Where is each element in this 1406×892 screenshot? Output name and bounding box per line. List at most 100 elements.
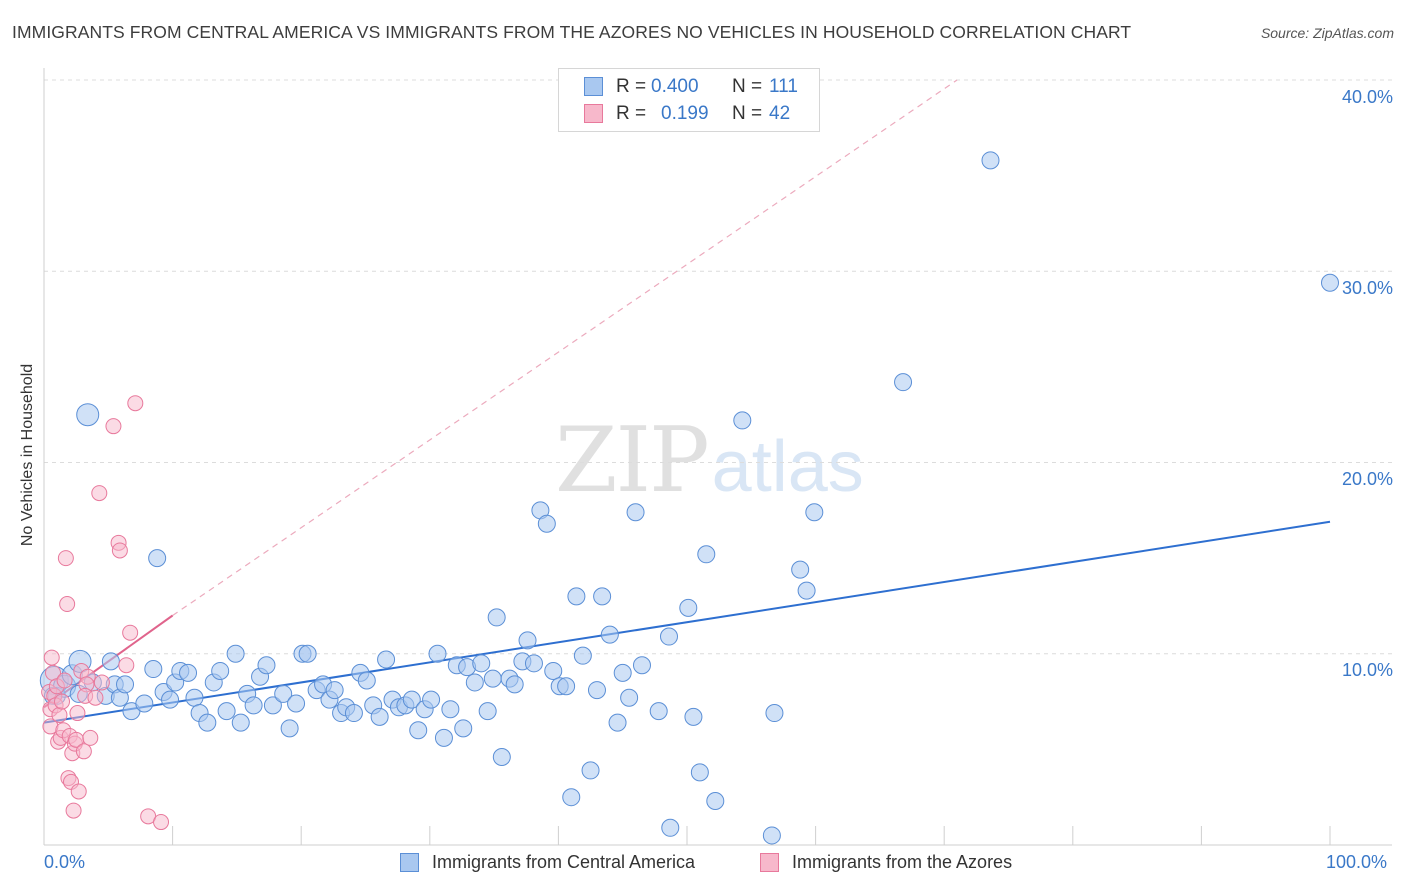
- grid-lines: [44, 79, 1392, 655]
- data-point-central-america: [613, 663, 632, 682]
- stats-legend: R = 0.400 N = 111 R = 0.199 N = 42: [558, 68, 820, 132]
- bottom-legend-swatch-blue: [400, 853, 419, 872]
- data-point-central-america: [274, 684, 293, 703]
- data-point-azores: [70, 783, 87, 800]
- legend-swatch-blue: [584, 77, 603, 96]
- y-tick-label-20: 20.0%: [1341, 469, 1393, 489]
- data-point-central-america: [144, 660, 163, 679]
- data-point-central-america: [161, 690, 180, 709]
- data-point-central-america: [544, 661, 563, 680]
- data-point-central-america: [472, 654, 491, 673]
- data-point-azores: [127, 395, 144, 412]
- data-point-central-america: [791, 560, 810, 579]
- data-point-central-america: [537, 514, 556, 533]
- data-point-central-america: [518, 631, 537, 650]
- data-point-central-america: [116, 675, 135, 694]
- data-point-central-america: [894, 373, 913, 392]
- data-point-central-america: [280, 719, 299, 738]
- data-point-central-america: [587, 681, 606, 700]
- bottom-legend-swatch-pink: [760, 853, 779, 872]
- data-point-central-america: [409, 721, 428, 740]
- data-point-central-america: [257, 656, 276, 675]
- data-point-central-america: [562, 788, 581, 807]
- data-point-central-america: [697, 545, 716, 564]
- axes: [43, 68, 1392, 846]
- data-point-central-america: [287, 694, 306, 713]
- data-point-azores: [56, 672, 73, 689]
- data-point-central-america: [325, 681, 344, 700]
- data-point-central-america: [211, 661, 230, 680]
- data-point-central-america: [557, 677, 576, 696]
- y-tick-label-30: 30.0%: [1341, 278, 1393, 298]
- legend-r-label: R =: [616, 103, 647, 124]
- x-tick-label-0: 0.0%: [44, 852, 86, 872]
- data-point-central-america: [402, 690, 421, 709]
- data-point-central-america: [626, 503, 645, 522]
- data-point-central-america: [231, 713, 250, 732]
- data-point-azores: [118, 657, 135, 674]
- data-point-azores: [91, 485, 108, 502]
- y-axis-label: No Vehicles in Household: [19, 363, 36, 547]
- data-point-central-america: [505, 675, 524, 694]
- data-point-central-america: [981, 151, 1000, 170]
- data-point-central-america: [434, 728, 453, 747]
- watermark-atlas: atlas: [711, 427, 864, 507]
- data-point-central-america: [492, 748, 511, 767]
- data-point-azores: [82, 729, 99, 746]
- y-tick-label-10: 10.0%: [1341, 660, 1393, 680]
- data-point-central-america: [684, 707, 703, 726]
- data-point-azores: [87, 689, 104, 706]
- data-point-central-america: [101, 652, 120, 671]
- legend-n-value: 42: [769, 103, 791, 124]
- data-point-central-america: [649, 702, 668, 721]
- blue-trend-line: [43, 520, 1331, 724]
- pink-trend-extension: [172, 79, 958, 616]
- bottom-legend-label: Immigrants from the Azores: [792, 852, 1013, 872]
- data-point-central-america: [805, 503, 824, 522]
- data-point-central-america: [581, 761, 600, 780]
- legend-r-label: R =: [616, 76, 647, 97]
- data-point-central-america: [226, 644, 245, 663]
- legend-n-label: N =: [732, 103, 763, 124]
- data-point-azores: [105, 418, 122, 435]
- data-point-azores: [59, 596, 76, 613]
- chart-title: IMMIGRANTS FROM CENTRAL AMERICA VS IMMIG…: [12, 22, 1132, 42]
- data-point-central-america: [185, 688, 204, 707]
- x-tick-label-100: 100.0%: [1326, 852, 1388, 872]
- data-point-central-america: [524, 654, 543, 673]
- data-point-central-america: [632, 656, 651, 675]
- data-point-azores: [75, 743, 92, 760]
- data-point-central-america: [357, 671, 376, 690]
- data-point-central-america: [135, 694, 154, 713]
- data-point-central-america: [483, 669, 502, 688]
- data-point-central-america: [593, 587, 612, 606]
- data-point-azores: [54, 693, 71, 710]
- data-point-central-america: [567, 587, 586, 606]
- data-point-azores: [93, 674, 110, 691]
- data-point-central-america: [706, 792, 725, 811]
- data-point-central-america: [608, 713, 627, 732]
- legend-r-value: 0.199: [661, 103, 709, 124]
- data-point-central-america: [298, 644, 317, 663]
- data-point-central-america: [422, 690, 441, 709]
- data-point-central-america: [478, 702, 497, 721]
- data-point-azores: [153, 814, 170, 831]
- data-points: [39, 151, 1339, 845]
- data-point-azores: [122, 624, 139, 641]
- watermark-zip: ZIP: [555, 408, 710, 513]
- data-point-azores: [43, 649, 60, 666]
- data-point-central-america: [428, 644, 447, 663]
- data-point-central-america: [454, 719, 473, 738]
- trend-lines: [43, 79, 1331, 724]
- data-point-central-america: [377, 650, 396, 669]
- data-point-central-america: [179, 663, 198, 682]
- data-point-central-america: [487, 608, 506, 627]
- data-point-central-america: [1321, 273, 1339, 292]
- data-point-central-america: [573, 646, 592, 665]
- bottom-legend-label: Immigrants from Central America: [432, 852, 696, 872]
- y-tick-label-40: 40.0%: [1341, 87, 1393, 107]
- data-point-azores: [51, 706, 68, 723]
- watermark: ZIPatlas: [555, 408, 864, 513]
- legend-r-value: 0.400: [651, 76, 699, 97]
- data-point-central-america: [198, 713, 217, 732]
